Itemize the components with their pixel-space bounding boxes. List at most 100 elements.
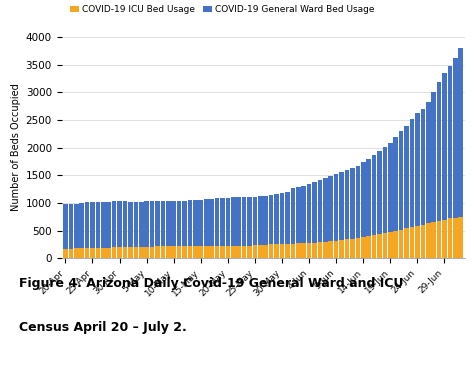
Bar: [210, 246, 214, 258]
Bar: [339, 172, 344, 240]
Bar: [328, 176, 333, 241]
Bar: [123, 201, 128, 247]
Bar: [442, 73, 447, 220]
Bar: [366, 236, 371, 258]
Bar: [237, 197, 241, 246]
Bar: [312, 242, 317, 258]
Bar: [220, 246, 225, 258]
Bar: [253, 245, 257, 258]
Bar: [453, 58, 457, 218]
Bar: [79, 203, 84, 248]
Bar: [420, 225, 425, 258]
Bar: [237, 246, 241, 258]
Bar: [215, 198, 219, 246]
Bar: [172, 201, 176, 246]
Bar: [426, 223, 430, 258]
Bar: [345, 170, 349, 239]
Bar: [220, 198, 225, 246]
Bar: [431, 92, 436, 222]
Bar: [63, 249, 68, 258]
Text: Figure 4. Arizona Daily Covid-19 General Ward and ICU: Figure 4. Arizona Daily Covid-19 General…: [19, 277, 403, 290]
Bar: [366, 159, 371, 236]
Bar: [172, 246, 176, 258]
Bar: [204, 199, 209, 246]
Bar: [269, 195, 273, 245]
Bar: [166, 201, 171, 246]
Bar: [258, 245, 263, 258]
Bar: [296, 187, 301, 244]
Bar: [404, 126, 409, 228]
Bar: [96, 202, 100, 248]
Bar: [74, 204, 79, 248]
Bar: [334, 241, 338, 258]
Bar: [307, 183, 311, 243]
Bar: [447, 66, 452, 218]
Bar: [291, 244, 295, 258]
Bar: [139, 247, 144, 258]
Bar: [63, 204, 68, 249]
Bar: [128, 201, 133, 247]
Bar: [350, 168, 355, 239]
Bar: [442, 220, 447, 258]
Text: Census April 20 – July 2.: Census April 20 – July 2.: [19, 321, 187, 334]
Bar: [323, 178, 328, 242]
Bar: [274, 194, 279, 244]
Bar: [410, 227, 414, 258]
Bar: [356, 238, 360, 258]
Bar: [69, 204, 73, 249]
Bar: [258, 196, 263, 245]
Bar: [155, 246, 160, 258]
Bar: [339, 240, 344, 258]
Bar: [356, 166, 360, 238]
Bar: [128, 247, 133, 258]
Bar: [90, 248, 95, 258]
Bar: [415, 226, 419, 258]
Bar: [388, 143, 392, 232]
Bar: [345, 239, 349, 258]
Bar: [112, 247, 117, 258]
Bar: [447, 218, 452, 258]
Bar: [280, 244, 284, 258]
Bar: [383, 147, 387, 233]
Bar: [318, 242, 322, 258]
Bar: [117, 247, 122, 258]
Bar: [161, 246, 165, 258]
Bar: [242, 197, 246, 246]
Bar: [458, 217, 463, 258]
Bar: [150, 201, 155, 247]
Bar: [280, 193, 284, 244]
Bar: [377, 234, 382, 258]
Bar: [334, 174, 338, 241]
Bar: [90, 202, 95, 248]
Bar: [182, 246, 187, 258]
Bar: [145, 201, 149, 247]
Bar: [323, 242, 328, 258]
Y-axis label: Number of Beds Occupied: Number of Beds Occupied: [11, 84, 21, 211]
Bar: [264, 196, 268, 245]
Bar: [177, 201, 182, 246]
Bar: [393, 137, 398, 231]
Bar: [117, 201, 122, 247]
Bar: [123, 247, 128, 258]
Bar: [415, 113, 419, 226]
Bar: [301, 243, 306, 258]
Bar: [79, 248, 84, 258]
Bar: [112, 201, 117, 247]
Bar: [188, 200, 192, 246]
Bar: [134, 201, 138, 247]
Bar: [215, 246, 219, 258]
Bar: [307, 243, 311, 258]
Bar: [431, 222, 436, 258]
Bar: [101, 202, 106, 248]
Bar: [399, 230, 403, 258]
Legend: COVID-19 ICU Bed Usage, COVID-19 General Ward Bed Usage: COVID-19 ICU Bed Usage, COVID-19 General…: [66, 1, 378, 18]
Bar: [420, 109, 425, 225]
Bar: [199, 200, 203, 246]
Bar: [264, 245, 268, 258]
Bar: [231, 197, 236, 246]
Bar: [107, 201, 111, 248]
Bar: [161, 201, 165, 246]
Bar: [458, 48, 463, 217]
Bar: [453, 218, 457, 258]
Bar: [269, 245, 273, 258]
